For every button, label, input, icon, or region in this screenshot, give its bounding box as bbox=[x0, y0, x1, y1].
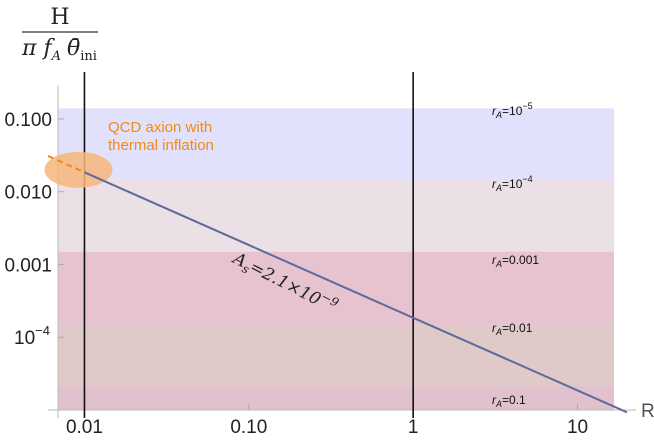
band-label-0: rA=10−5 bbox=[492, 101, 533, 120]
ylabel-denominator-sub: A bbox=[51, 49, 61, 64]
band-label-prefix-2: r bbox=[492, 253, 497, 267]
x-tick-label-1: 0.10 bbox=[230, 417, 267, 438]
annotation-line1: QCD axion with bbox=[108, 119, 212, 136]
band-label-prefix-3: r bbox=[492, 321, 497, 335]
band-label-4: rA=0.1 bbox=[492, 393, 526, 409]
x-tick-label-2: 1 bbox=[408, 417, 419, 438]
band-3 bbox=[58, 324, 614, 387]
band-label-sub-0: A bbox=[495, 110, 502, 120]
y-tick-label-2: 0.001 bbox=[4, 255, 52, 276]
ylabel-numerator: H bbox=[50, 5, 69, 30]
y-tick-label-0: 0.100 bbox=[4, 110, 52, 131]
annotation-line2: thermal inflation bbox=[108, 137, 214, 154]
dashed-segment bbox=[47, 155, 85, 174]
series-layer bbox=[47, 155, 628, 414]
band-label-value-1: =10 bbox=[502, 177, 523, 191]
bands-layer bbox=[58, 108, 614, 410]
band-label-prefix-4: r bbox=[492, 393, 497, 407]
vertical-lines-layer bbox=[83, 72, 414, 418]
band-1 bbox=[58, 178, 614, 252]
band-label-value-3: =0.01 bbox=[502, 321, 533, 335]
band-label-value-0: =10 bbox=[502, 104, 523, 118]
xlabel: R bbox=[641, 401, 654, 422]
band-4 bbox=[58, 386, 614, 410]
x-tick-label-0: 0.01 bbox=[66, 417, 103, 438]
series-label-s: s bbox=[240, 261, 252, 276]
band-label-prefix-1: r bbox=[492, 177, 497, 191]
y-tick-label-exp-3: −4 bbox=[35, 323, 50, 338]
band-0 bbox=[58, 108, 614, 179]
band-label-exp-0: −5 bbox=[522, 101, 532, 111]
band-label-2: rA=0.001 bbox=[492, 253, 539, 269]
band-label-sub-1: A bbox=[495, 183, 502, 193]
band-2 bbox=[58, 251, 614, 325]
axes-layer bbox=[48, 85, 636, 418]
y-tick-label-base-3: 10 bbox=[14, 328, 35, 349]
band-label-sub-2: A bbox=[495, 259, 502, 269]
band-label-prefix-0: r bbox=[492, 104, 497, 118]
ylabel-denominator-main: π f bbox=[21, 36, 55, 61]
band-label-value-2: =0.001 bbox=[502, 253, 539, 267]
band-label-sub-4: A bbox=[495, 399, 502, 409]
ylabel-denominator: π fA θ̄ini bbox=[21, 36, 97, 64]
x-tick-label-3: 10 bbox=[567, 417, 588, 438]
ylabel-theta: θ̄ bbox=[67, 36, 80, 61]
band-label-1: rA=10−4 bbox=[492, 174, 533, 193]
y-tick-label-3: 10−4 bbox=[14, 323, 50, 349]
band-label-exp-1: −4 bbox=[522, 174, 532, 184]
series-line-0 bbox=[84, 171, 628, 414]
y-tick-label-1: 0.010 bbox=[4, 183, 52, 204]
band-label-sub-3: A bbox=[495, 327, 502, 337]
ylabel-theta-sub: ini bbox=[80, 49, 97, 64]
band-label-3: rA=0.01 bbox=[492, 321, 533, 337]
band-label-value-4: =0.1 bbox=[502, 393, 526, 407]
